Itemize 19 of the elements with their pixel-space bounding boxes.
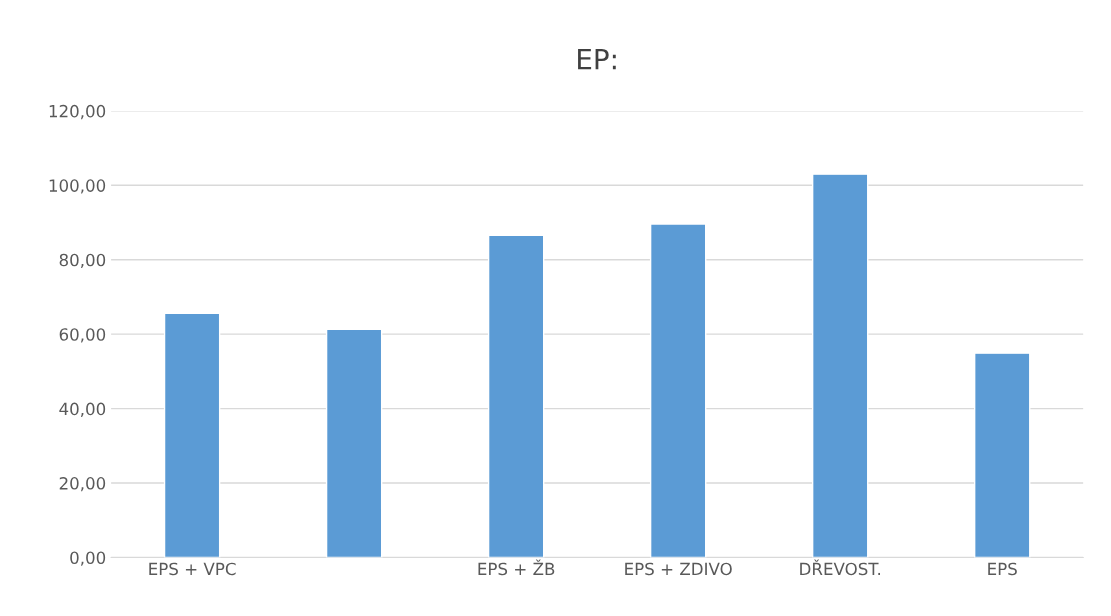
x-tick-label: DŘEVOST. [800,559,881,576]
x-tick-label: EPS + ZDIVO [625,562,732,576]
y-tick-label: 80,00 [59,253,106,269]
y-tick-label: 40,00 [59,402,106,417]
x-tick-label: EPS [988,562,1017,576]
bar [487,234,545,558]
y-tick-label: 60,00 [59,328,106,343]
y-tick-label: 20,00 [59,477,106,492]
bar [811,173,869,558]
bar [649,223,707,558]
bar [163,312,221,558]
bar [973,352,1031,558]
y-tick-label: 100,00 [49,179,106,194]
x-tick-label: EPS + VPC [149,562,236,576]
x-tick-label: EPS + ŽB [478,559,555,576]
y-tick-label: 0,00 [70,551,106,566]
chart-title: EP: [578,48,616,70]
y-tick-label: 120,00 [49,104,106,120]
bar [325,328,383,558]
